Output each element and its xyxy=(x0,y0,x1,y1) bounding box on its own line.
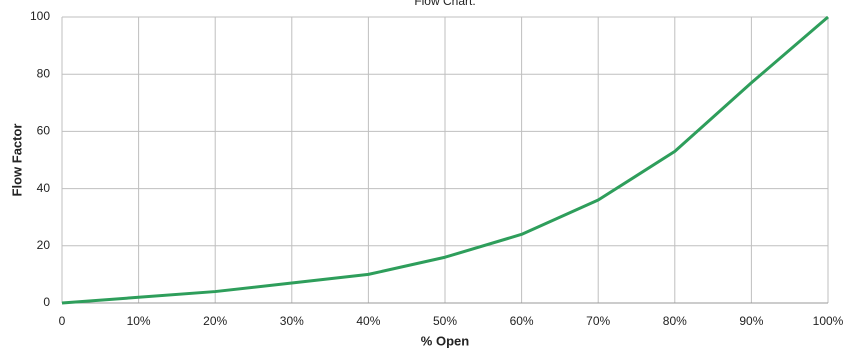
y-tick-label: 100 xyxy=(30,9,50,23)
y-tick-label: 60 xyxy=(37,124,51,138)
x-tick-label: 100% xyxy=(813,314,844,328)
x-tick-label: 10% xyxy=(127,314,151,328)
chart-title: Flow Chart: xyxy=(414,0,475,8)
x-tick-label: 60% xyxy=(510,314,534,328)
y-tick-label: 80 xyxy=(37,66,51,80)
y-tick-label: 40 xyxy=(37,181,51,195)
y-tick-label: 20 xyxy=(37,238,51,252)
x-tick-label: 20% xyxy=(203,314,227,328)
line-series xyxy=(61,15,829,305)
y-tick-label: 0 xyxy=(43,295,50,309)
y-axis-title: Flow Factor xyxy=(9,124,24,197)
x-tick-label: 30% xyxy=(280,314,304,328)
x-tick-label: 0 xyxy=(59,314,66,328)
x-tick-label: 50% xyxy=(433,314,457,328)
x-tick-label: 70% xyxy=(586,314,610,328)
x-tick-label: 80% xyxy=(663,314,687,328)
x-tick-label: 90% xyxy=(739,314,763,328)
x-tick-label: 40% xyxy=(356,314,380,328)
x-axis-title: % Open xyxy=(421,333,469,348)
